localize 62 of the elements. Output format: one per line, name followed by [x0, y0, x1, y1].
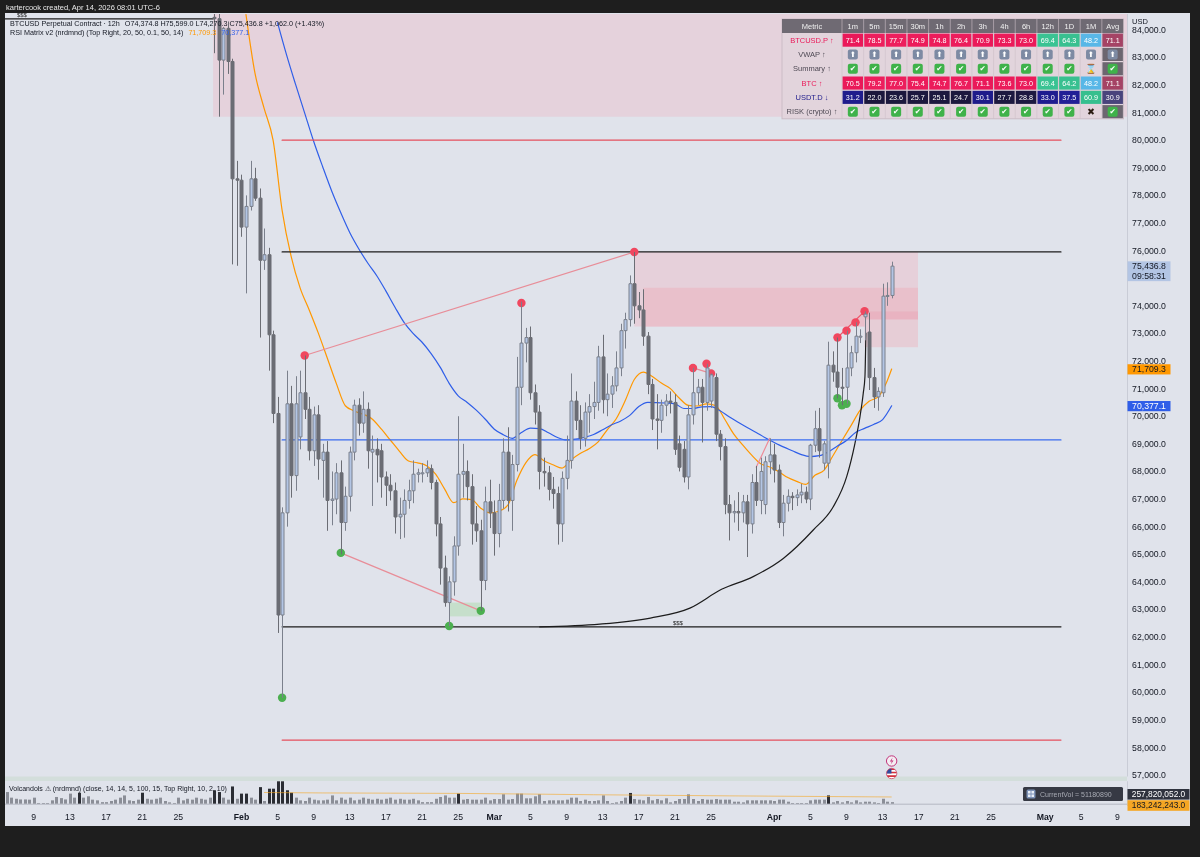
y-tick-label: 66,000.0: [1132, 521, 1167, 532]
y-tick-label: 77,000.0: [1132, 217, 1167, 228]
x-tick-label: 25: [986, 812, 996, 822]
x-tick-label: 21: [137, 812, 148, 822]
x-tick-label: 9: [564, 812, 570, 822]
x-tick-label: Apr: [766, 812, 783, 822]
y-tick-label: 57,000.0: [1132, 770, 1167, 781]
x-tick-label: 25: [453, 812, 464, 822]
y-tick-label: 65,000.0: [1132, 549, 1167, 560]
y-tick-label: 68,000.0: [1132, 466, 1167, 477]
y-tick-label: 82,000.0: [1132, 79, 1167, 90]
y-tick-label: 64,000.0: [1132, 576, 1167, 587]
y-tick-label: 78,000.0: [1132, 190, 1167, 201]
text: 70,377.1: [1132, 400, 1167, 411]
y-tick-label: 58,000.0: [1132, 742, 1167, 753]
x-tick-label: 13: [877, 812, 888, 822]
y-tick-label: 84,000.0: [1132, 24, 1167, 35]
y-tick-label: 79,000.0: [1132, 162, 1167, 173]
y-tick-label: 60,000.0: [1132, 687, 1167, 698]
x-tick-label: 9: [1114, 812, 1120, 822]
x-tick-label: 17: [101, 812, 112, 822]
x-tick-label: 17: [381, 812, 391, 822]
x-tick-label: 5: [807, 812, 813, 822]
y-tick-label: 61,000.0: [1132, 659, 1167, 670]
x-tick-label: 17: [633, 812, 644, 822]
x-tick-label: 21: [670, 812, 680, 822]
text: 09:58:31: [1132, 270, 1167, 281]
x-tick-label: 21: [950, 812, 960, 822]
text: 257,820,052.0: [1131, 789, 1186, 799]
x-tick-label: 13: [597, 812, 608, 822]
y-tick-label: 67,000.0: [1132, 494, 1167, 505]
x-tick-label: 17: [913, 812, 924, 822]
x-tick-label: 5: [528, 812, 534, 822]
x-tick-label: 13: [345, 812, 355, 822]
x-tick-label: 9: [844, 812, 850, 822]
y-tick-label: 76,000.0: [1132, 245, 1167, 256]
y-tick-label: 71,000.0: [1132, 383, 1167, 394]
y-tick-label: 63,000.0: [1132, 604, 1167, 615]
x-tick-label: 5: [275, 812, 281, 822]
y-tick-label: 80,000.0: [1132, 135, 1167, 146]
x-tick-label: May: [1036, 812, 1054, 822]
y-tick-label: 81,000.0: [1132, 107, 1167, 118]
x-tick-label: 9: [311, 812, 317, 822]
y-tick-label: 59,000.0: [1132, 714, 1167, 725]
x-tick-label: 9: [31, 812, 37, 822]
y-tick-label: 70,000.0: [1132, 411, 1167, 422]
x-tick-label: Mar: [486, 812, 503, 822]
text: 183,242,243.0: [1131, 800, 1186, 811]
x-tick-label: Feb: [233, 812, 250, 822]
text: ⌛: [1085, 62, 1098, 74]
x-tick-label: 21: [417, 812, 428, 822]
x-tick-label: 25: [173, 812, 184, 822]
x-tick-label: 5: [1078, 812, 1084, 822]
x-tick-label: 13: [65, 812, 75, 822]
y-tick-label: 73,000.0: [1132, 328, 1167, 339]
y-tick-label: 62,000.0: [1132, 632, 1167, 643]
text: 75,436.8: [1132, 261, 1167, 272]
text: ✖: [1087, 105, 1095, 117]
x-tick-label: 25: [706, 812, 717, 822]
y-tick-label: 69,000.0: [1132, 438, 1167, 449]
y-tick-label: 83,000.0: [1132, 52, 1167, 63]
y-tick-label: 74,000.0: [1132, 300, 1167, 311]
